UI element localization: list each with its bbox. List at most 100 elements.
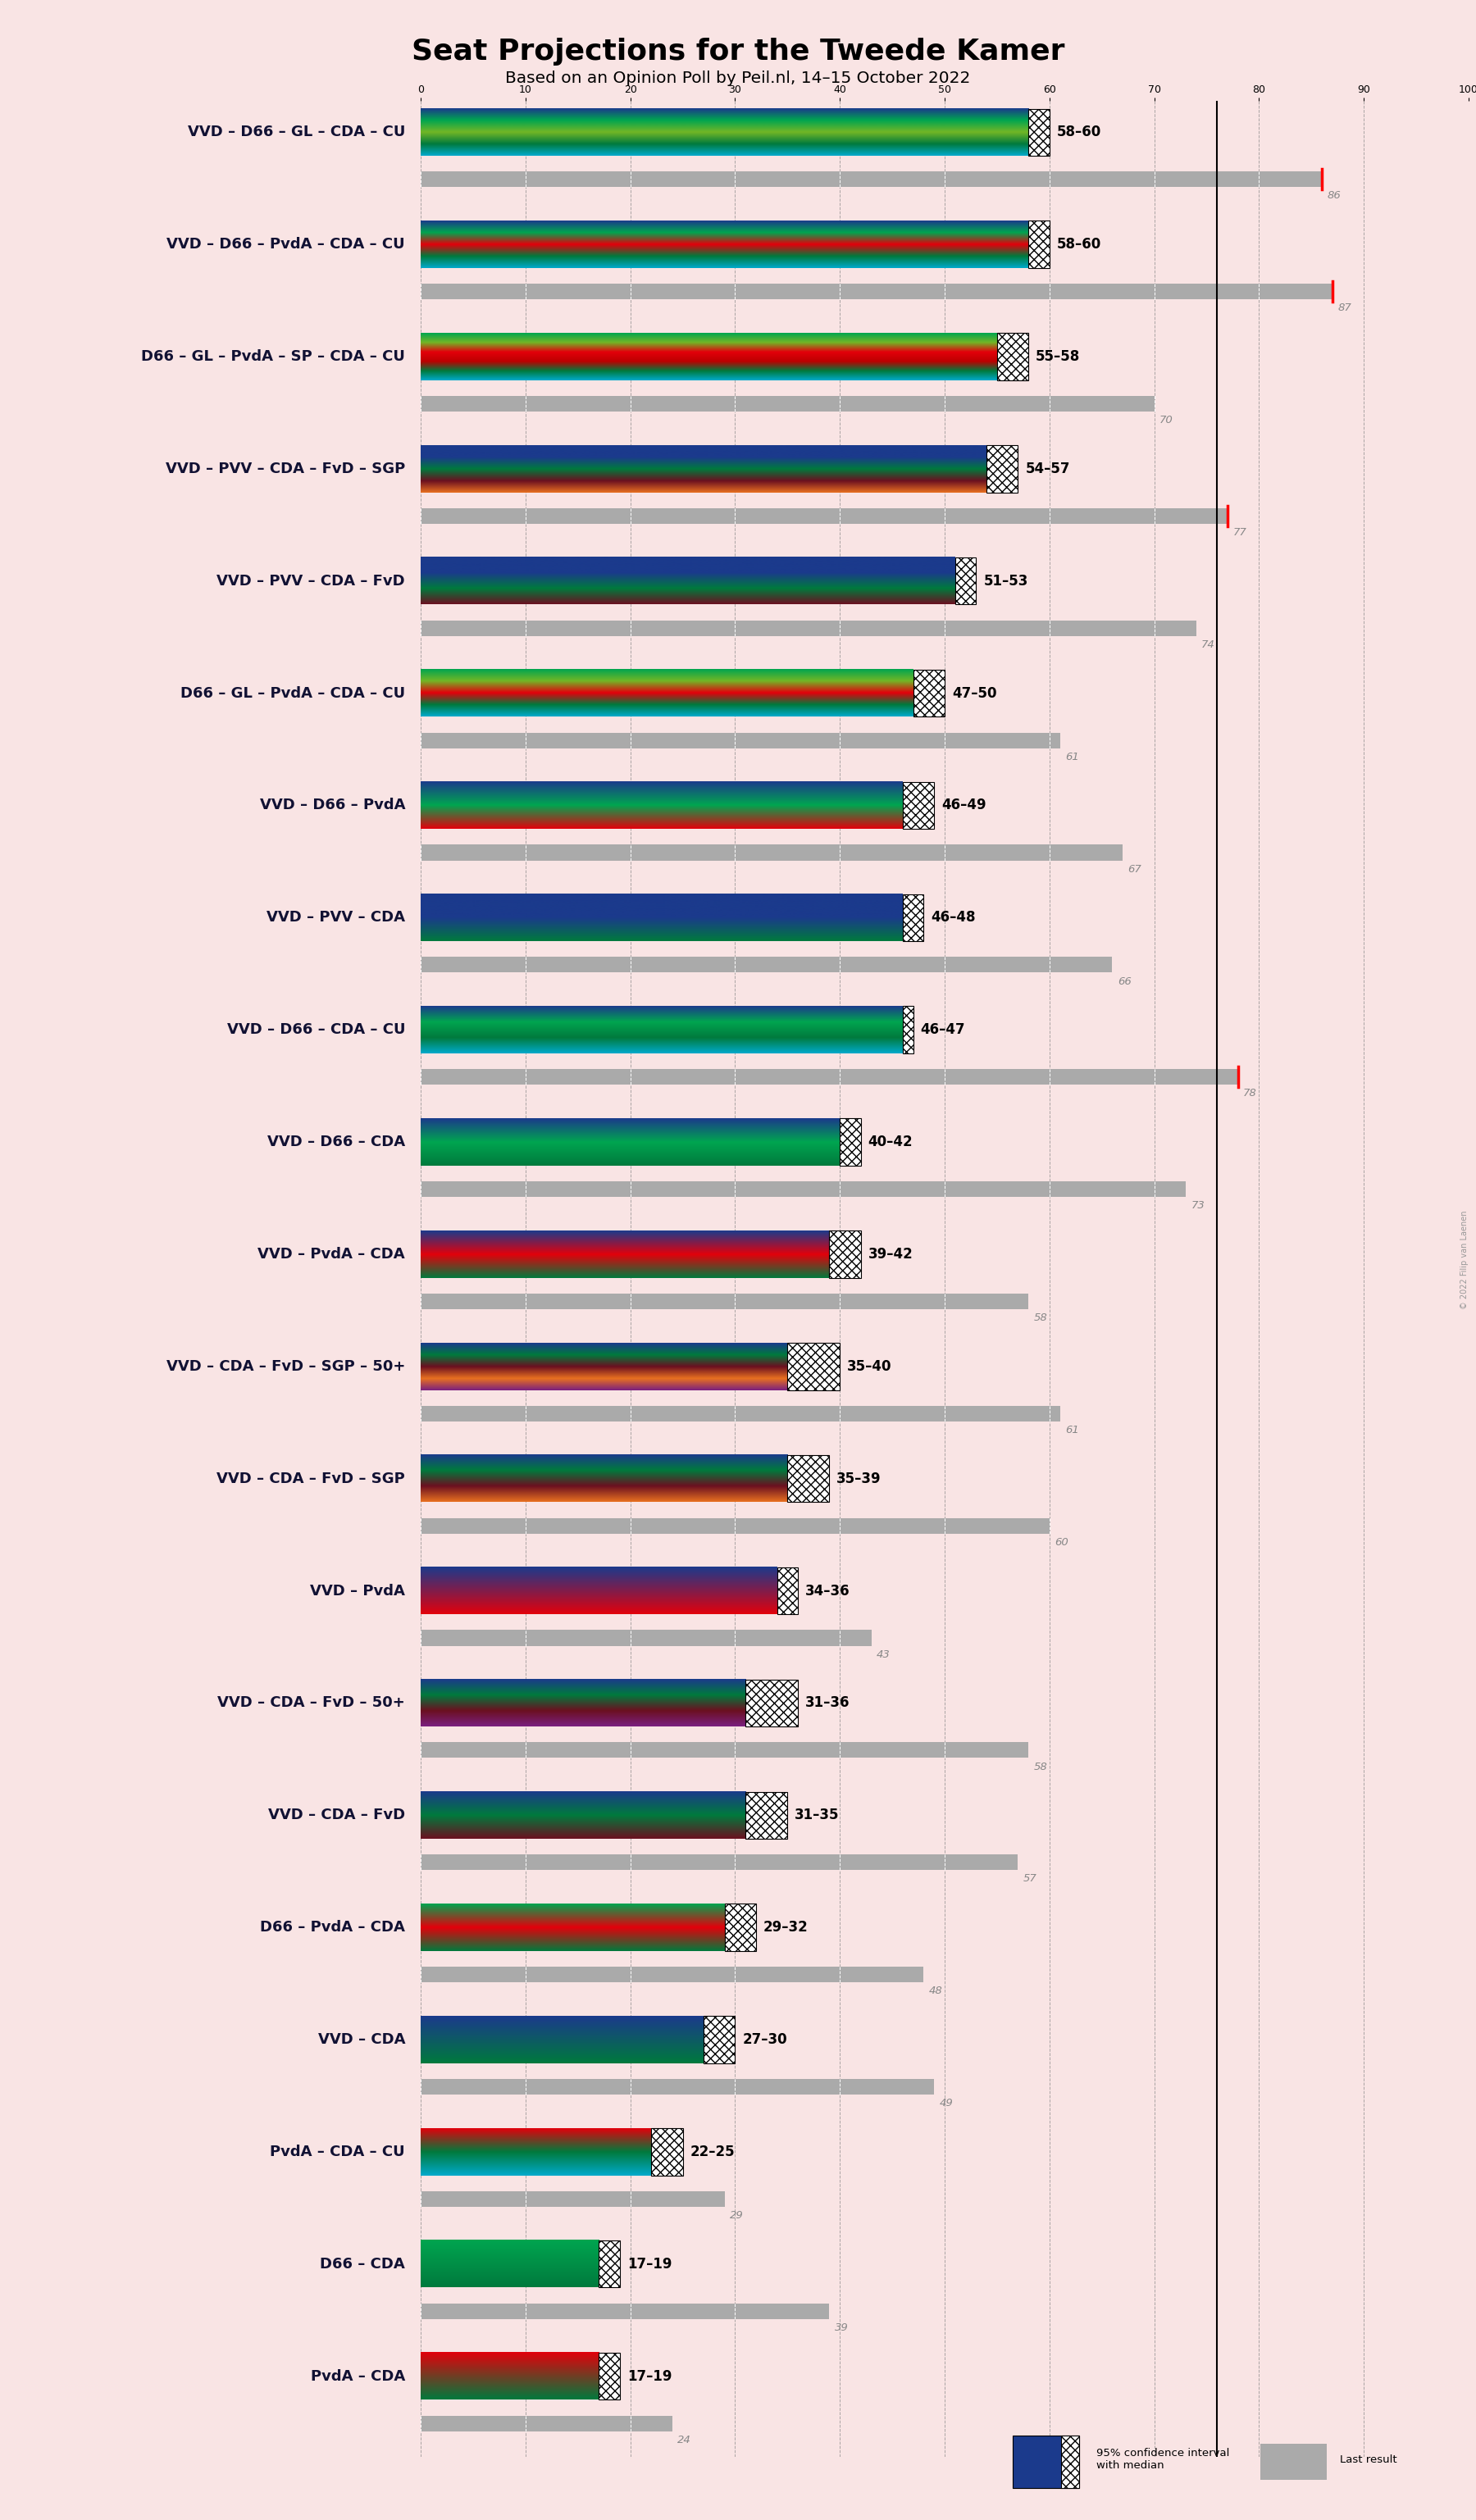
Text: VVD – CDA – FvD: VVD – CDA – FvD — [269, 1807, 404, 1822]
Bar — [1029, 108, 1049, 156]
Text: PvdA – CDA: PvdA – CDA — [310, 2369, 404, 2384]
Text: VVD – PvdA: VVD – PvdA — [310, 1583, 404, 1598]
Text: D66 – CDA: D66 – CDA — [320, 2255, 404, 2271]
Bar — [421, 2303, 830, 2318]
Text: 35–39: 35–39 — [837, 1472, 881, 1487]
Bar — [1261, 2444, 1327, 2480]
Text: VVD – PVV – CDA: VVD – PVV – CDA — [267, 910, 404, 925]
Text: VVD – D66 – CDA – CU: VVD – D66 – CDA – CU — [227, 1023, 404, 1038]
Text: 43: 43 — [877, 1648, 890, 1661]
Text: D66 – PvdA – CDA: D66 – PvdA – CDA — [260, 1920, 404, 1935]
Bar — [421, 1293, 1029, 1310]
Bar — [421, 285, 1333, 300]
Text: 73: 73 — [1191, 1200, 1204, 1212]
Bar — [1013, 2434, 1079, 2487]
Bar — [599, 2354, 620, 2399]
Bar — [421, 1966, 924, 1983]
Text: 39: 39 — [834, 2323, 849, 2334]
Text: VVD – CDA – FvD – SGP: VVD – CDA – FvD – SGP — [217, 1472, 404, 1487]
Bar — [840, 1119, 861, 1167]
Text: PvdA – CDA – CU: PvdA – CDA – CU — [270, 2145, 404, 2160]
Bar — [830, 1230, 861, 1278]
Bar — [955, 557, 976, 605]
Text: 29–32: 29–32 — [763, 1920, 809, 1935]
Text: VVD – CDA: VVD – CDA — [317, 2031, 404, 2046]
Text: VVD – D66 – PvdA – CDA – CU: VVD – D66 – PvdA – CDA – CU — [167, 237, 404, 252]
Text: 46–48: 46–48 — [931, 910, 976, 925]
Text: 54–57: 54–57 — [1026, 461, 1070, 476]
Bar — [421, 1630, 871, 1646]
Text: 35–40: 35–40 — [847, 1358, 892, 1373]
Text: 17–19: 17–19 — [627, 2255, 672, 2271]
Text: VVD – PvdA – CDA: VVD – PvdA – CDA — [258, 1247, 404, 1263]
Bar — [776, 1567, 799, 1615]
Bar — [421, 171, 1322, 186]
Text: 31–35: 31–35 — [794, 1807, 840, 1822]
Text: 60: 60 — [1055, 1537, 1069, 1547]
Text: 29: 29 — [729, 2210, 744, 2220]
Bar — [745, 1678, 799, 1726]
Text: 34–36: 34–36 — [806, 1583, 850, 1598]
Text: 58: 58 — [1033, 1761, 1048, 1772]
Text: VVD – PVV – CDA – FvD: VVD – PVV – CDA – FvD — [217, 575, 404, 587]
Text: 40–42: 40–42 — [868, 1134, 914, 1149]
Bar — [788, 1454, 830, 1502]
Text: VVD – D66 – CDA: VVD – D66 – CDA — [267, 1134, 404, 1149]
Bar — [421, 620, 1196, 635]
Text: D66 – GL – PvdA – SP – CDA – CU: D66 – GL – PvdA – SP – CDA – CU — [142, 350, 404, 363]
Bar — [903, 781, 934, 829]
Text: 17–19: 17–19 — [627, 2369, 672, 2384]
Bar — [421, 1406, 1060, 1421]
Text: Seat Projections for the Tweede Kamer: Seat Projections for the Tweede Kamer — [412, 38, 1064, 66]
Text: 58–60: 58–60 — [1057, 126, 1101, 139]
Text: 47–50: 47–50 — [952, 685, 996, 701]
Bar — [421, 509, 1228, 524]
Text: 39–42: 39–42 — [868, 1247, 914, 1263]
Bar — [421, 2079, 934, 2094]
Text: Based on an Opinion Poll by Peil.nl, 14–15 October 2022: Based on an Opinion Poll by Peil.nl, 14–… — [505, 71, 971, 86]
Text: 58–60: 58–60 — [1057, 237, 1101, 252]
Bar — [788, 1343, 840, 1391]
Bar — [651, 2129, 683, 2175]
Text: 55–58: 55–58 — [1036, 350, 1080, 363]
Text: 67: 67 — [1128, 864, 1142, 874]
Bar — [421, 1855, 1018, 1870]
Bar — [745, 1792, 788, 1840]
Text: 51–53: 51–53 — [983, 575, 1027, 587]
Text: VVD – D66 – GL – CDA – CU: VVD – D66 – GL – CDA – CU — [187, 126, 404, 139]
Bar — [914, 670, 945, 716]
Bar — [421, 1741, 1029, 1759]
Bar — [903, 895, 924, 940]
Bar — [421, 958, 1113, 973]
Bar — [421, 396, 1154, 411]
Bar — [903, 1005, 914, 1053]
Bar — [421, 1182, 1185, 1197]
Bar — [998, 333, 1029, 381]
Bar — [986, 446, 1018, 491]
Text: 27–30: 27–30 — [742, 2031, 787, 2046]
Text: 24: 24 — [677, 2434, 691, 2444]
Text: 61: 61 — [1066, 1424, 1079, 1436]
Text: 49: 49 — [939, 2099, 953, 2109]
Bar — [421, 1068, 1238, 1084]
Text: 78: 78 — [1243, 1089, 1258, 1099]
Text: VVD – D66 – PvdA: VVD – D66 – PvdA — [260, 799, 404, 814]
Bar — [725, 1903, 756, 1950]
Text: 57: 57 — [1023, 1872, 1038, 1885]
Bar — [421, 733, 1060, 748]
Text: Last result: Last result — [1340, 2454, 1398, 2465]
Bar — [599, 2240, 620, 2288]
Text: 31–36: 31–36 — [806, 1696, 850, 1711]
Text: 86: 86 — [1327, 192, 1340, 202]
Text: 77: 77 — [1232, 527, 1247, 537]
Text: 46–49: 46–49 — [942, 799, 986, 814]
Bar — [421, 844, 1123, 859]
Text: 48: 48 — [928, 1986, 943, 1996]
Text: VVD – PVV – CDA – FvD – SGP: VVD – PVV – CDA – FvD – SGP — [165, 461, 404, 476]
Text: VVD – CDA – FvD – SGP – 50+: VVD – CDA – FvD – SGP – 50+ — [167, 1358, 404, 1373]
Bar — [704, 2016, 735, 2064]
Text: 61: 61 — [1066, 751, 1079, 761]
Bar — [1061, 2434, 1079, 2487]
Bar — [421, 2190, 725, 2208]
Text: 22–25: 22–25 — [689, 2145, 735, 2160]
